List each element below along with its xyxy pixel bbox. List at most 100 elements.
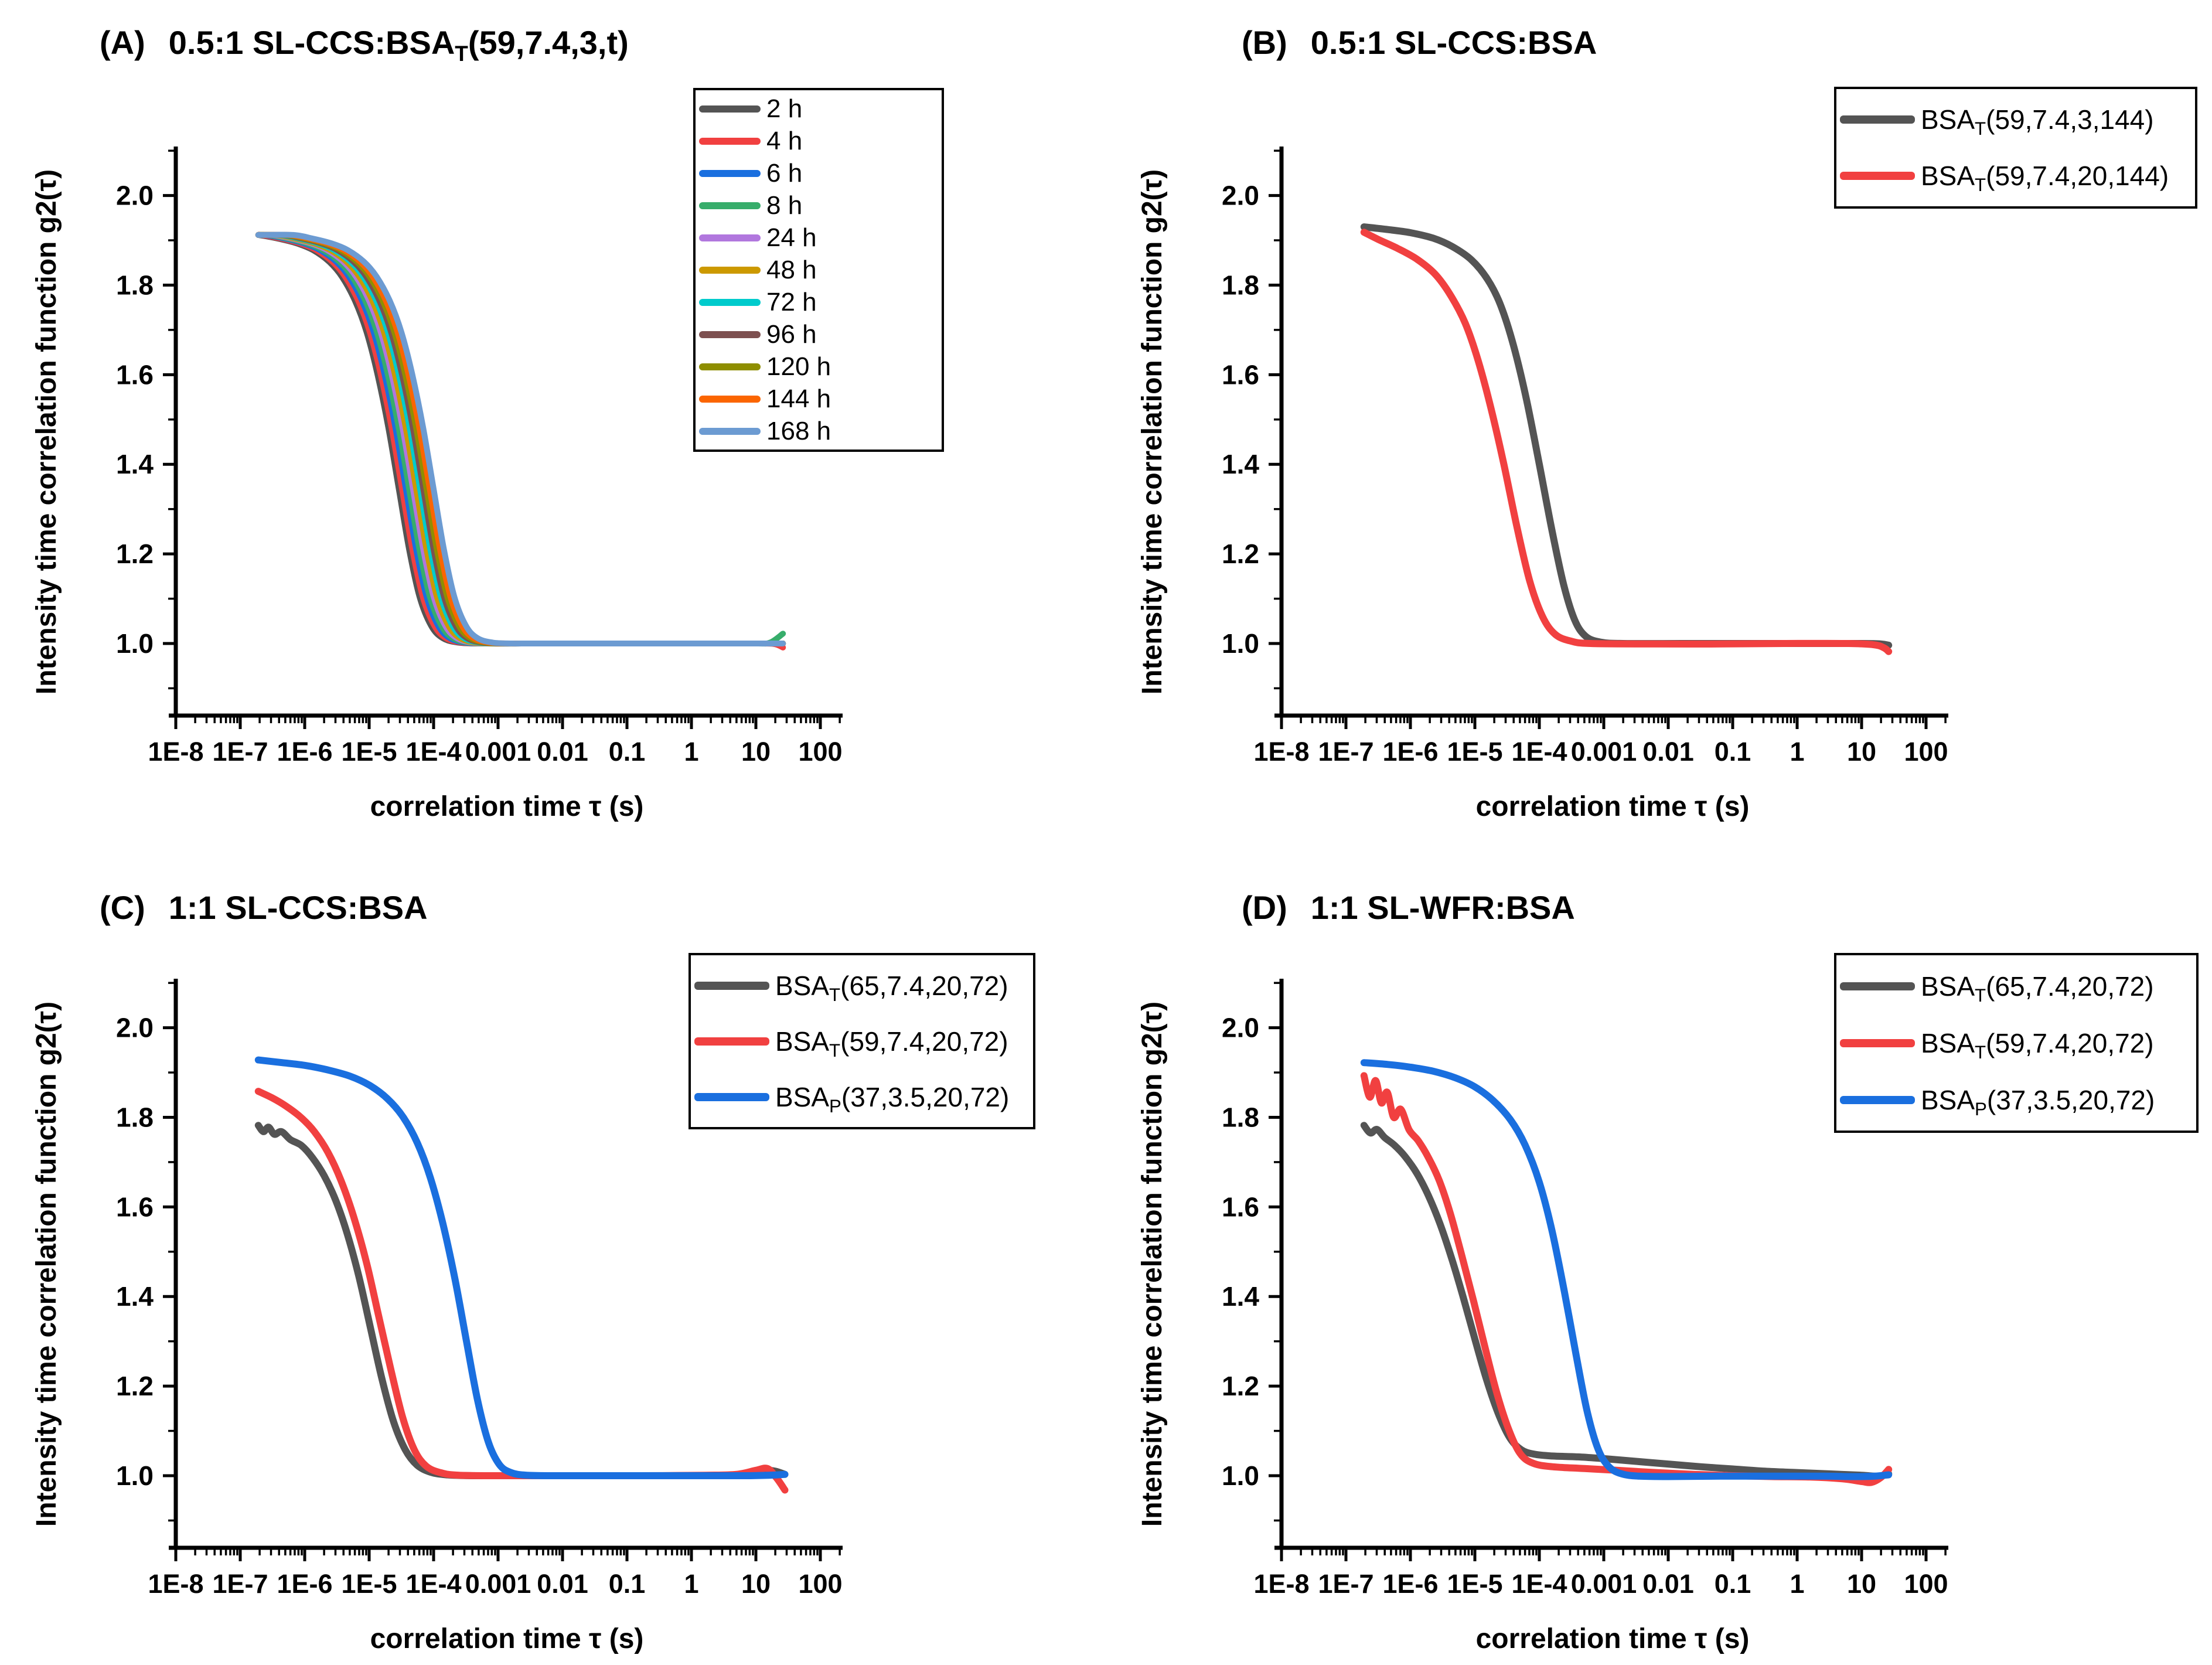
y-tick-label: 1.8	[116, 1102, 154, 1132]
legend-line-swatch	[699, 298, 761, 306]
legend-item: 24 h	[699, 222, 938, 254]
legend-item-label: 144 h	[766, 384, 831, 413]
legend-item-label: 2 h	[766, 94, 803, 123]
legend-item-label: BSAT(65,7.4,20,72)	[1921, 971, 2154, 1006]
series-bsat-65-7-4-20-72-	[1360, 1122, 1893, 1480]
x-tick-label: 0.001	[465, 737, 531, 767]
x-axis-title: correlation time τ (s)	[1476, 1623, 1750, 1654]
y-axis-title: Intensity time correlation function g2(τ…	[1137, 1002, 1168, 1527]
y-tick-label: 1.6	[116, 359, 154, 390]
y-axis-title: Intensity time correlation function g2(τ…	[1137, 169, 1168, 694]
series-bsat-59-7-4-20-72-	[254, 1088, 789, 1494]
legend-item-label: 96 h	[766, 319, 817, 349]
legend-item: 120 h	[699, 350, 938, 383]
panel-b: (B) 0.5:1 SL-CCS:BSA 1E-8 1E-7 1E-6 1E-5 1E-4…	[1106, 0, 2212, 832]
panel-c-title-text: 1:1 SL-CCS:BSA	[168, 889, 428, 926]
legend-c: BSAT(65,7.4,20,72) BSAT(59,7.4,20,72) BSAP…	[689, 953, 1035, 1129]
panel-d-title: (D) 1:1 SL-WFR:BSA	[1242, 890, 1575, 926]
legend-line-swatch	[694, 1092, 769, 1101]
x-tick-label: 1	[684, 737, 698, 767]
x-tick-label: 1E-6	[277, 1569, 332, 1599]
x-tick-label: 100	[798, 1569, 842, 1599]
panel-a-title-text: 0.5:1 SL-CCS:BSAT(59,7.4,3,t)	[168, 24, 629, 66]
x-tick-label: 0.01	[537, 1569, 588, 1599]
y-tick-label: 1.6	[1222, 1191, 1259, 1222]
x-tick-label: 10	[741, 737, 771, 767]
x-tick-label: 1E-7	[212, 737, 268, 767]
legend-line-swatch	[1840, 115, 1915, 124]
legend-item: BSAT(65,7.4,20,72)	[1840, 958, 2193, 1014]
x-tick-label: 1E-6	[1382, 737, 1438, 767]
y-tick-label: 1.2	[116, 539, 154, 569]
x-tick-label: 0.01	[537, 737, 588, 767]
x-tick-label: 1E-4	[405, 737, 461, 767]
x-tick-label: 1E-5	[1447, 1569, 1502, 1599]
y-tick-label: 2.0	[1222, 181, 1259, 211]
x-tick-label: 1E-6	[277, 737, 332, 767]
series-bsap-37-3-5-20-72-	[1360, 1059, 1893, 1480]
legend-item-label: 6 h	[766, 158, 803, 188]
x-tick-label: 1	[1790, 737, 1804, 767]
y-tick-label: 2.0	[1222, 1013, 1259, 1043]
panel-b-title-text: 0.5:1 SL-CCS:BSA	[1310, 24, 1597, 61]
panel-c-title: (C) 1:1 SL-CCS:BSA	[100, 890, 428, 926]
legend-line-swatch	[694, 981, 769, 990]
legend-item-label: BSAT(59,7.4,3,144)	[1921, 104, 2154, 139]
legend-item: 144 h	[699, 383, 938, 415]
legend-line-swatch	[699, 427, 761, 435]
y-tick-label: 1.6	[116, 1191, 154, 1222]
x-tick-label: 0.001	[1571, 737, 1637, 767]
x-tick-label: 0.1	[609, 737, 646, 767]
legend-item-label: 72 h	[766, 287, 817, 316]
panel-d: (D) 1:1 SL-WFR:BSA 1E-8 1E-7 1E-6 1E-5 1E-4 0.…	[1106, 832, 2212, 1665]
legend-item: 6 h	[699, 157, 938, 189]
legend-line-swatch	[699, 169, 761, 177]
y-tick-label: 1.0	[116, 628, 154, 659]
legend-line-swatch	[699, 202, 761, 209]
x-axis-title: correlation time τ (s)	[370, 791, 644, 822]
legend-item: 8 h	[699, 189, 938, 222]
x-axis-title: correlation time τ (s)	[370, 1623, 644, 1654]
chart-d-canvas: 1E-8 1E-7 1E-6 1E-5 1E-4 0.001 0.01 0.1 1 10 100 1.…	[1137, 979, 1948, 1654]
legend-item-label: BSAP(37,3.5,20,72)	[1921, 1084, 2155, 1119]
y-axis-title: Intensity time correlation function g2(τ…	[31, 1002, 62, 1527]
x-tick-label: 0.01	[1642, 737, 1694, 767]
legend-item-label: 168 h	[766, 416, 831, 445]
x-tick-label: 0.1	[1715, 1569, 1751, 1599]
x-tick-label: 1E-5	[1447, 737, 1502, 767]
panel-b-tag: (B)	[1242, 24, 1287, 61]
legend-item: BSAP(37,3.5,20,72)	[1840, 1071, 2193, 1128]
y-tick-label: 1.8	[116, 270, 154, 300]
series-bsap-37-3-5-20-72-	[254, 1056, 789, 1480]
x-tick-label: 1	[684, 1569, 698, 1599]
panel-c-tag: (C)	[100, 889, 145, 926]
legend-item: 96 h	[699, 318, 938, 350]
legend-item-label: BSAT(59,7.4,20,72)	[775, 1026, 1008, 1061]
legend-item-label: BSAT(65,7.4,20,72)	[775, 970, 1008, 1005]
legend-item-label: BSAT(59,7.4,20,72)	[1921, 1027, 2154, 1063]
legend-item: 72 h	[699, 286, 938, 318]
x-tick-label: 10	[1847, 1569, 1876, 1599]
x-tick-label: 1E-8	[1253, 737, 1309, 767]
series-bsat-59-7-4-20-144-	[1360, 229, 1893, 655]
x-tick-label: 0.01	[1642, 1569, 1694, 1599]
y-tick-label: 2.0	[116, 1013, 154, 1043]
legend-line-swatch	[699, 105, 761, 113]
legend-item-label: 24 h	[766, 223, 817, 252]
y-tick-label: 1.2	[1222, 1371, 1259, 1401]
legend-line-swatch	[1840, 1039, 1915, 1047]
legend-item: BSAT(59,7.4,20,72)	[1840, 1014, 2193, 1071]
legend-line-swatch	[1840, 982, 1915, 990]
panel-d-tag: (D)	[1242, 889, 1287, 926]
legend-line-swatch	[699, 363, 761, 370]
x-tick-label: 1E-8	[1253, 1569, 1309, 1599]
y-tick-label: 1.4	[116, 449, 154, 479]
panel-a: (A) 0.5:1 SL-CCS:BSAT(59,7.4,3,t) 1E-8 1E-…	[0, 0, 1106, 832]
x-tick-label: 10	[741, 1569, 771, 1599]
x-tick-label: 1E-4	[405, 1569, 461, 1599]
y-tick-label: 1.0	[1222, 1460, 1259, 1491]
legend-d: BSAT(65,7.4,20,72) BSAT(59,7.4,20,72) BSAP…	[1834, 953, 2199, 1133]
x-tick-label: 100	[798, 737, 842, 767]
legend-line-swatch	[1840, 1095, 1915, 1104]
